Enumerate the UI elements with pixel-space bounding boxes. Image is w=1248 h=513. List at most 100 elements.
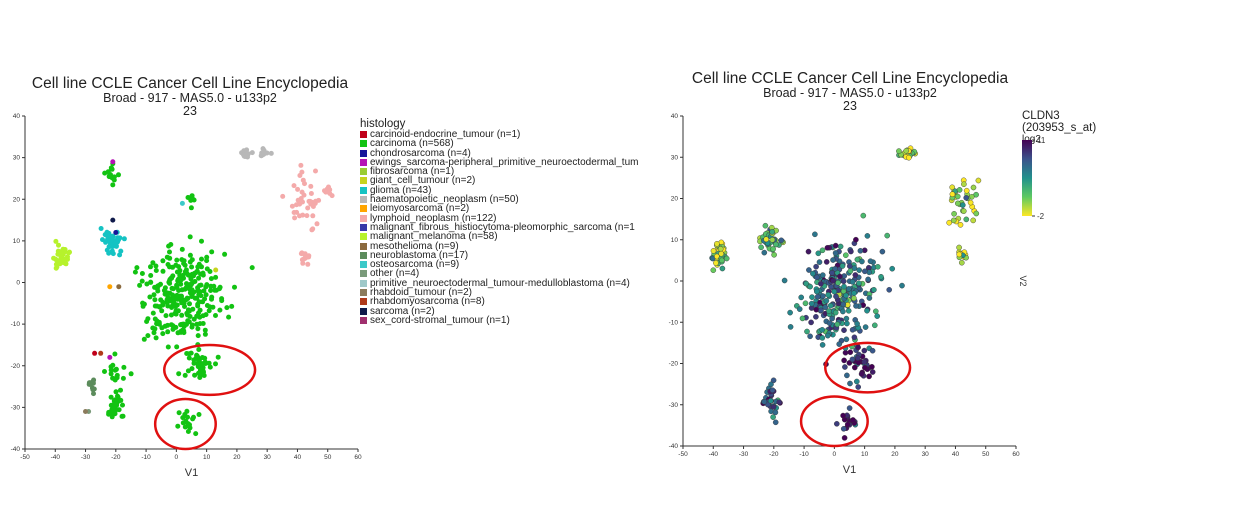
data-point	[855, 344, 861, 351]
legend-label: mesothelioma (n=9)	[370, 240, 459, 252]
data-point	[841, 327, 847, 333]
data-point	[949, 191, 956, 197]
legend-item[interactable]: neuroblastoma (n=17)	[360, 250, 638, 260]
data-point	[819, 272, 826, 278]
legend-label: lymphoid_neoplasm (n=122)	[370, 212, 497, 224]
data-point	[104, 232, 110, 238]
data-point	[192, 295, 198, 301]
data-point	[268, 150, 274, 156]
legend-item[interactable]: osteosarcoma (n=9)	[360, 260, 638, 270]
data-point	[165, 329, 171, 335]
data-point	[209, 249, 215, 255]
legend-item[interactable]: primitive_neuroectodermal_tumour-medullo…	[360, 278, 638, 288]
legend-item[interactable]: carcinoma (n=568)	[360, 139, 638, 149]
legend-item[interactable]: leiomyosarcoma (n=2)	[360, 203, 638, 215]
legend-item[interactable]: chondrosarcoma (n=4)	[360, 148, 638, 158]
data-point	[854, 320, 860, 327]
data-point	[174, 344, 180, 350]
data-point	[829, 315, 835, 322]
highlight-ellipse	[799, 395, 869, 448]
legend-swatch	[360, 242, 367, 250]
legend-label: malignant_melanoma (n=58)	[370, 231, 498, 243]
data-point	[161, 288, 167, 293]
data-point	[186, 351, 192, 357]
data-point	[975, 177, 982, 184]
legend-item[interactable]: other (n=4)	[360, 269, 638, 279]
data-point	[106, 250, 112, 256]
data-point	[165, 344, 171, 350]
data-point	[163, 313, 169, 319]
data-point	[170, 292, 176, 298]
legend-swatch	[360, 140, 367, 148]
highlight-ellipse	[824, 341, 912, 394]
legend-item[interactable]: ewings_sarcoma-peripheral_primitive_neur…	[360, 157, 638, 167]
data-point	[117, 398, 123, 403]
data-point	[844, 320, 850, 327]
legend-label: leiomyosarcoma (n=2)	[370, 203, 470, 215]
data-point	[967, 199, 974, 206]
data-point	[113, 230, 119, 235]
y-tick-label: -40	[11, 446, 21, 453]
legend-item[interactable]: rhabdoid_tumour (n=2)	[360, 288, 638, 298]
data-point	[118, 248, 124, 254]
legend-item[interactable]: lymphoid_neoplasm (n=122)	[360, 212, 638, 224]
data-point	[819, 335, 826, 341]
data-point	[771, 251, 777, 258]
legend-label: glioma (n=43)	[370, 184, 432, 196]
data-point	[763, 236, 769, 243]
data-point	[839, 263, 846, 269]
data-point	[187, 286, 192, 292]
data-point	[847, 380, 853, 387]
data-point	[825, 291, 831, 298]
data-point	[189, 257, 195, 263]
data-point	[961, 181, 967, 187]
data-point	[823, 259, 830, 265]
data-point	[139, 271, 145, 276]
data-point	[860, 212, 867, 219]
legend-item[interactable]: sex_cord-stromal_tumour (n=1)	[360, 315, 638, 325]
legend-item[interactable]: mesothelioma (n=9)	[360, 240, 638, 252]
data-point	[140, 300, 146, 306]
legend-item[interactable]: malignant_fibrous_histiocytoma-pleomorph…	[360, 222, 638, 232]
data-point	[951, 211, 957, 217]
data-point	[956, 251, 963, 258]
data-point	[857, 247, 864, 254]
data-point	[208, 276, 214, 282]
data-point	[862, 364, 868, 371]
data-point	[189, 366, 195, 372]
data-point	[203, 292, 209, 298]
legend-item[interactable]: fibrosarcoma (n=1)	[360, 167, 638, 177]
legend-item[interactable]: rhabdomyosarcoma (n=8)	[360, 297, 638, 307]
x-axis-title: V1	[843, 464, 856, 476]
data-point	[215, 354, 221, 360]
data-point	[145, 333, 151, 339]
data-point	[306, 198, 312, 204]
data-point	[91, 391, 96, 397]
data-point	[896, 148, 902, 154]
data-point	[186, 355, 192, 361]
legend-item[interactable]: sarcoma (n=2)	[360, 306, 638, 316]
data-point	[197, 283, 203, 288]
data-point	[166, 243, 172, 249]
data-point	[148, 279, 154, 285]
legend-item[interactable]: haematopoietic_neoplasm (n=50)	[360, 195, 638, 205]
data-point	[182, 424, 188, 430]
data-point	[197, 289, 203, 295]
left-scatter-plot[interactable]: -50 -40 -30 -20 -10 0 10 20 30 40 50 60-40-30-20-10…	[0, 100, 380, 500]
data-point	[770, 377, 777, 384]
right-scatter-plot[interactable]: -50 -40 -30 -20 -10 0 10 20 30 40 50 60-40-30-20-10…	[660, 100, 1050, 500]
y-tick-label: 20	[671, 196, 679, 203]
legend-item[interactable]: glioma (n=43)	[360, 184, 638, 196]
data-point	[946, 219, 953, 226]
colorbar-subtitle: log2	[1022, 134, 1041, 145]
data-point	[869, 363, 875, 370]
data-point	[51, 255, 57, 261]
legend-item[interactable]: giant_cell_tumour (n=2)	[360, 176, 638, 186]
legend-item[interactable]: malignant_melanoma (n=58)	[360, 231, 638, 243]
legend-item[interactable]: carcinoid-endocrine_tumour (n=1)	[360, 130, 638, 140]
data-point	[106, 173, 112, 179]
y-tick-label: 10	[671, 237, 679, 244]
data-point	[197, 321, 203, 327]
colorbar-min-label: -2	[1037, 212, 1045, 221]
data-point	[180, 415, 186, 421]
